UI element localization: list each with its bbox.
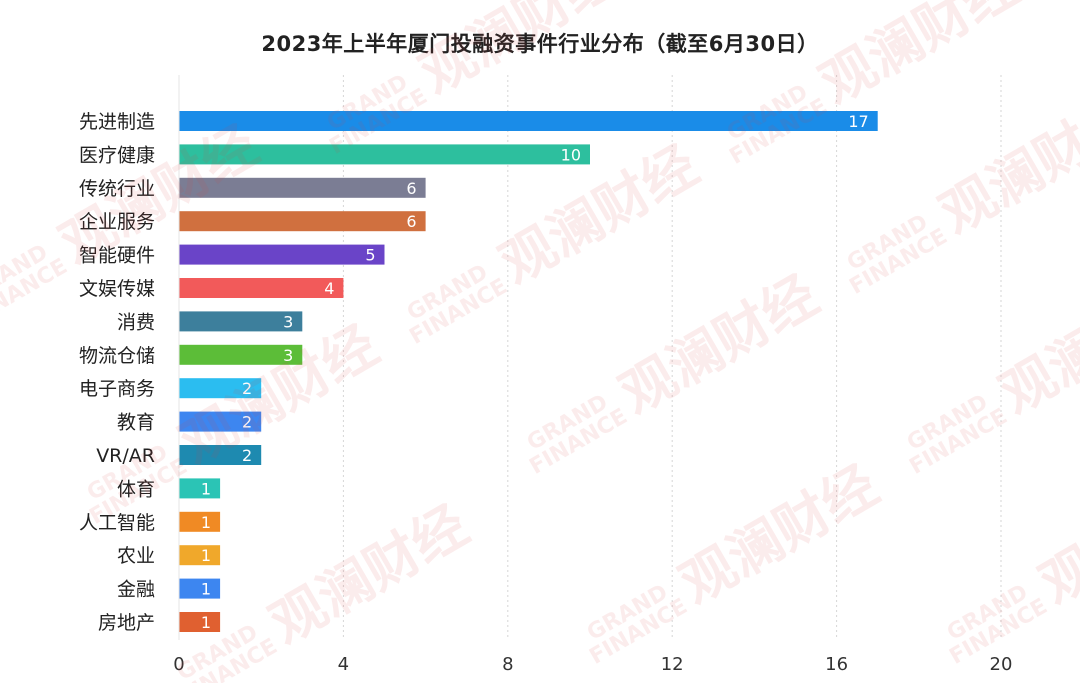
data-label: 5 xyxy=(365,246,375,265)
bar xyxy=(179,578,221,599)
category-label: 医疗健康 xyxy=(79,144,155,166)
data-label: 3 xyxy=(283,312,293,331)
x-tick-label: 4 xyxy=(338,654,349,675)
category-label: 文娱传媒 xyxy=(79,278,155,300)
bar xyxy=(179,411,262,432)
category-label: 体育 xyxy=(117,478,155,500)
x-tick-label: 0 xyxy=(173,654,184,675)
category-label: 教育 xyxy=(117,412,155,434)
data-label: 4 xyxy=(324,279,334,298)
category-label: VR/AR xyxy=(96,445,155,467)
bar xyxy=(179,311,303,332)
category-label: 房地产 xyxy=(98,612,155,634)
category-label: 农业 xyxy=(117,545,155,567)
data-label: 2 xyxy=(242,446,252,465)
bar xyxy=(179,344,303,365)
category-label: 企业服务 xyxy=(79,211,155,233)
x-tick-label: 12 xyxy=(661,654,684,675)
data-label: 1 xyxy=(201,546,211,565)
category-label: 人工智能 xyxy=(79,512,155,534)
data-label: 1 xyxy=(201,513,211,532)
x-tick-label: 16 xyxy=(825,654,848,675)
data-label: 1 xyxy=(201,580,211,599)
bar xyxy=(179,111,878,131)
x-tick-label: 8 xyxy=(502,654,513,675)
data-label: 6 xyxy=(406,212,416,231)
data-label: 3 xyxy=(283,346,293,365)
category-label: 消费 xyxy=(117,311,155,333)
category-label: 先进制造 xyxy=(79,111,155,133)
bar xyxy=(179,545,221,566)
bar xyxy=(179,378,262,399)
data-label: 6 xyxy=(406,179,416,198)
bar xyxy=(179,445,262,465)
bar xyxy=(179,478,221,499)
category-label: 智能硬件 xyxy=(79,245,155,267)
category-label: 物流仓储 xyxy=(79,345,155,367)
data-label: 1 xyxy=(201,479,211,498)
bar xyxy=(179,211,426,232)
data-label: 17 xyxy=(848,112,868,131)
bar xyxy=(179,278,344,298)
category-label: 金融 xyxy=(117,579,155,601)
bar xyxy=(179,511,221,532)
x-tick-label: 20 xyxy=(990,654,1013,675)
chart-title: 2023年上半年厦门投融资事件行业分布（截至6月30日） xyxy=(261,32,819,56)
category-label: 传统行业 xyxy=(79,178,155,200)
bar xyxy=(179,244,385,265)
bar xyxy=(179,612,221,632)
bar xyxy=(179,177,426,198)
bar xyxy=(179,144,590,165)
data-label: 10 xyxy=(561,145,581,164)
data-label: 2 xyxy=(242,413,252,432)
data-label: 2 xyxy=(242,379,252,398)
data-label: 1 xyxy=(201,613,211,632)
category-label: 电子商务 xyxy=(79,378,155,400)
